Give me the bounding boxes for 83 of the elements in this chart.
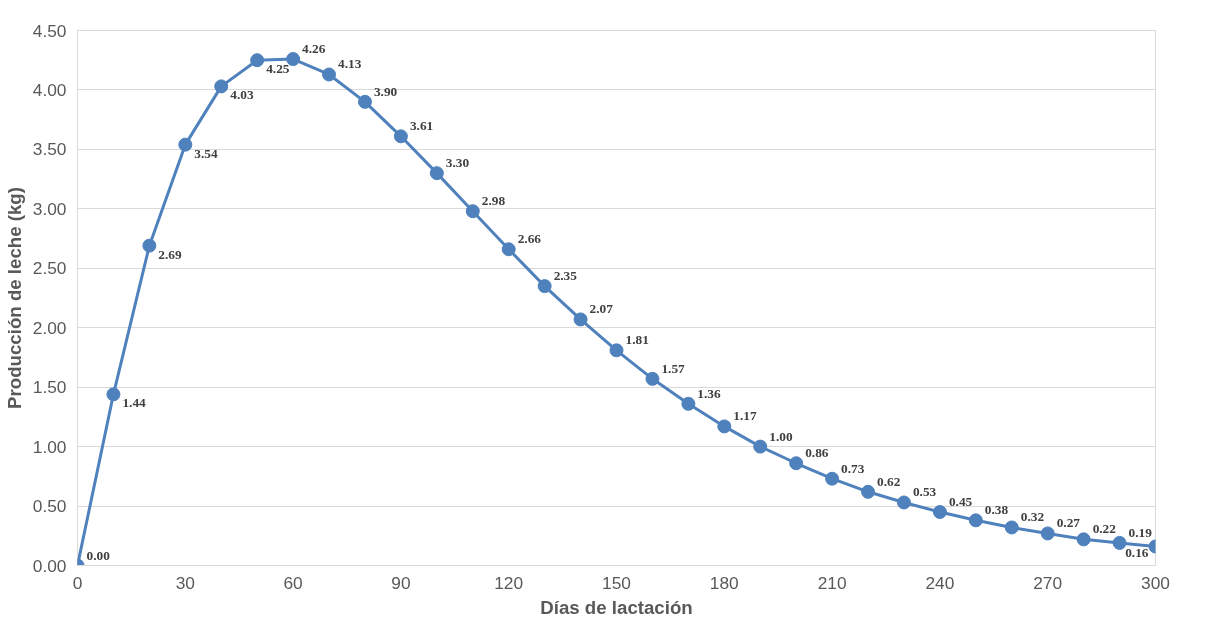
y-tick-label: 1.50 xyxy=(32,377,67,398)
point xyxy=(286,52,301,67)
y-tick-label: 0.50 xyxy=(32,496,67,517)
data-label: 2.98 xyxy=(481,193,506,209)
point xyxy=(753,439,768,454)
point xyxy=(1112,535,1127,550)
x-tick-label: 120 xyxy=(494,572,524,593)
point xyxy=(501,242,516,257)
x-tick-label: 30 xyxy=(175,572,195,593)
data-label: 0.86 xyxy=(805,445,829,461)
data-label: 0.32 xyxy=(1020,509,1045,525)
point xyxy=(1040,526,1055,541)
data-label: 0.45 xyxy=(948,494,973,509)
y-tick-label: 2.50 xyxy=(32,258,67,279)
data-label: 0.53 xyxy=(912,484,937,500)
data-label: 3.61 xyxy=(409,118,434,134)
data-label: 4.13 xyxy=(338,56,362,72)
point xyxy=(681,396,696,411)
data-label: 0.16 xyxy=(1125,545,1149,561)
point xyxy=(357,94,372,109)
point xyxy=(322,67,337,82)
y-tick-label: 3.50 xyxy=(32,139,67,160)
point xyxy=(896,495,911,510)
point xyxy=(429,166,444,181)
data-label: 1.44 xyxy=(122,395,147,411)
point xyxy=(861,484,876,499)
data-label: 0.38 xyxy=(984,502,1009,518)
y-tick-label: 0.00 xyxy=(32,555,67,576)
point xyxy=(968,513,983,528)
point xyxy=(465,204,480,219)
point xyxy=(537,279,552,294)
data-label: 2.35 xyxy=(553,268,578,284)
point xyxy=(393,129,408,144)
x-tick-label: 150 xyxy=(602,572,631,593)
data-label: 1.81 xyxy=(625,332,649,348)
data-label: 3.30 xyxy=(445,155,470,171)
y-tick-label: 2.00 xyxy=(32,317,67,338)
data-label: 0.22 xyxy=(1092,521,1117,537)
data-label: 0.73 xyxy=(841,460,865,476)
point xyxy=(142,238,157,253)
y-axis-title: Producción de leche (kg) xyxy=(3,187,25,409)
data-label: 4.26 xyxy=(302,41,326,57)
point xyxy=(1076,532,1091,547)
y-tick-label: 3.00 xyxy=(32,198,67,219)
data-label: 2.66 xyxy=(517,231,542,247)
x-tick-label: 210 xyxy=(817,572,847,593)
data-label: 4.03 xyxy=(230,87,254,103)
x-axis-title: Días de lactación xyxy=(540,596,693,618)
x-tick-label: 90 xyxy=(391,572,411,593)
point xyxy=(645,371,660,386)
point xyxy=(178,137,193,152)
point xyxy=(214,79,229,94)
data-label: 1.00 xyxy=(769,428,793,444)
y-tick-label: 1.00 xyxy=(32,436,67,457)
x-tick-label: 240 xyxy=(925,572,955,593)
x-tick-label: 180 xyxy=(709,572,739,593)
data-label: 0.62 xyxy=(877,473,901,489)
data-label: 3.90 xyxy=(373,83,398,99)
data-label: 1.36 xyxy=(697,385,722,401)
x-tick-label: 300 xyxy=(1141,572,1170,593)
point xyxy=(932,505,947,519)
point xyxy=(1004,520,1019,535)
point xyxy=(250,53,265,68)
point xyxy=(106,387,121,402)
y-tick-label: 4.50 xyxy=(32,20,67,41)
y-tick-label: 4.00 xyxy=(32,79,67,100)
point xyxy=(609,343,624,358)
point xyxy=(825,471,840,486)
data-label: 0.19 xyxy=(1128,524,1153,540)
data-label: 0.00 xyxy=(86,547,111,563)
point xyxy=(717,419,732,434)
x-tick-label: 0 xyxy=(72,572,83,593)
data-label: 3.54 xyxy=(194,145,218,161)
data-label: 2.07 xyxy=(589,301,614,317)
data-label: 0.27 xyxy=(1056,515,1081,531)
data-label: 4.25 xyxy=(266,61,290,77)
data-label: 1.17 xyxy=(733,408,757,424)
point xyxy=(789,456,804,471)
x-tick-label: 60 xyxy=(283,572,303,593)
data-label: 1.57 xyxy=(661,360,686,376)
data-label: 2.69 xyxy=(158,246,183,262)
x-tick-label: 270 xyxy=(1033,572,1063,593)
point xyxy=(573,312,588,327)
